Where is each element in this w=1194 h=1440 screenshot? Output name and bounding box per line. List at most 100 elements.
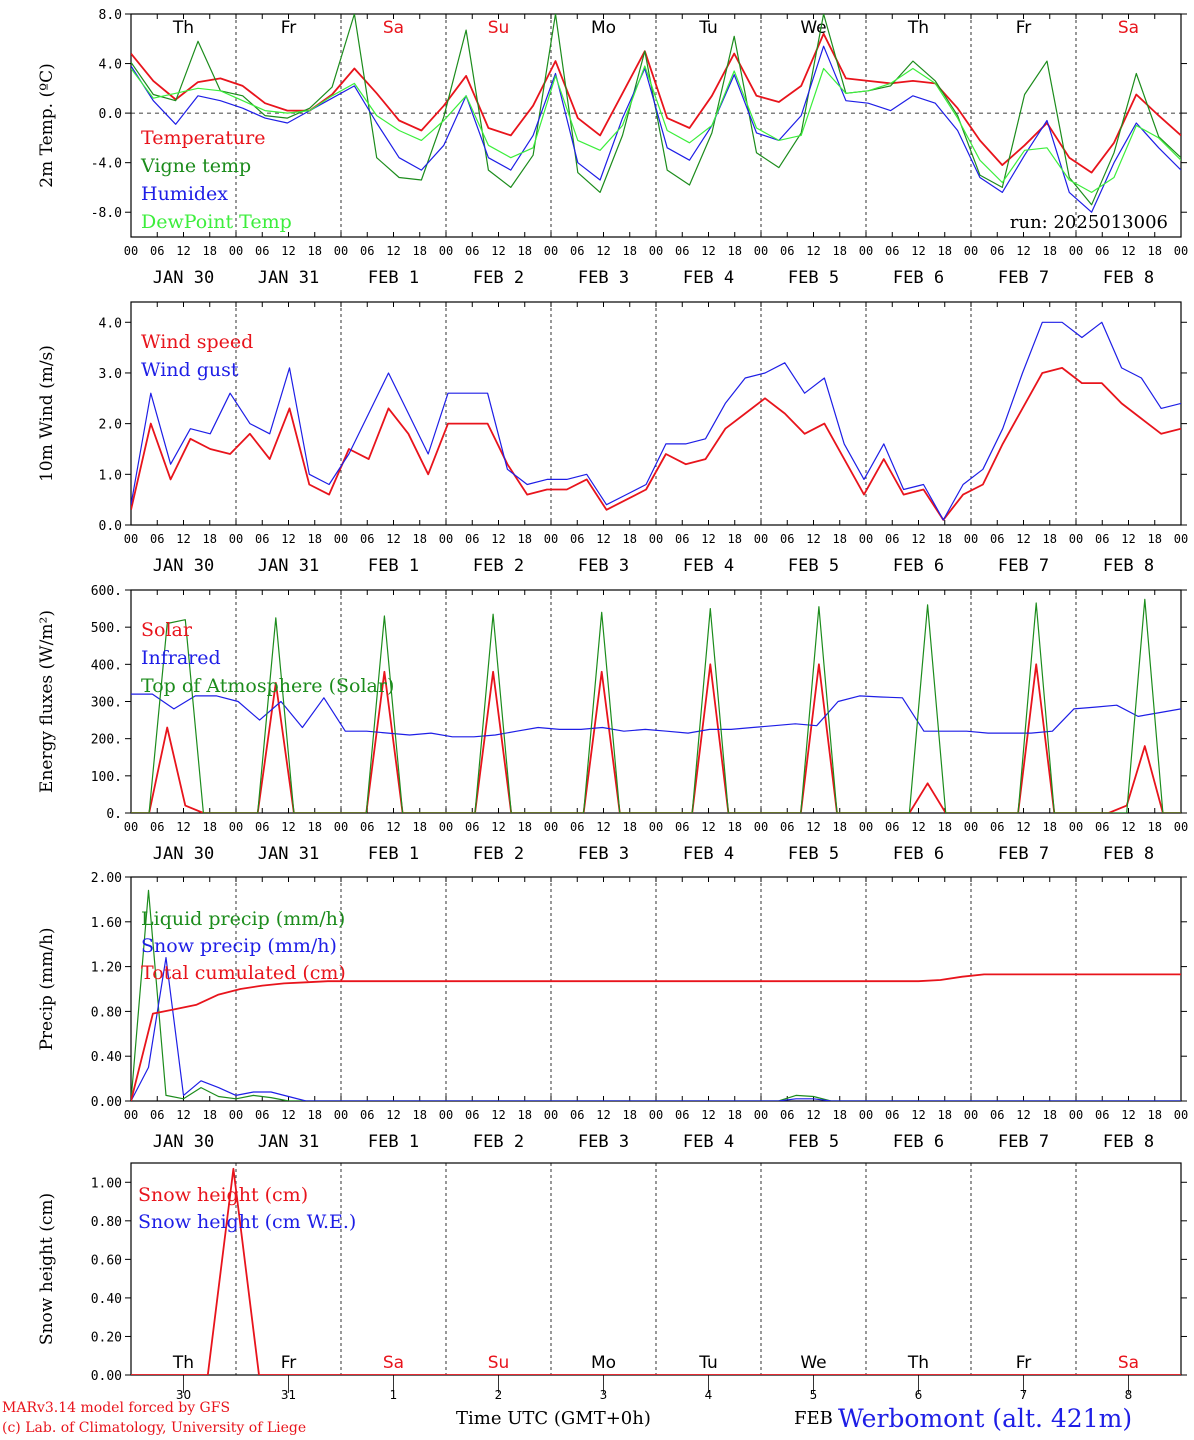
- date-label: FEB 5: [788, 844, 839, 864]
- hour-tick-label: 06: [360, 1108, 374, 1122]
- y-tick-label: 1.00: [91, 1176, 122, 1191]
- y-tick-label: 0.40: [91, 1050, 122, 1065]
- legend-entry: Vigne temp: [140, 155, 251, 177]
- hour-tick-label: 12: [1121, 532, 1135, 546]
- day-of-week-label: Sa: [383, 1353, 404, 1373]
- y-tick-label: 0.00: [91, 1095, 122, 1110]
- panel-2: 4.0 3.0 2.0 1.0 0.0 10m Wind (m/s) 00 06 12 18 00 0…: [37, 301, 1188, 576]
- hour-tick-label: 12: [1121, 820, 1135, 834]
- hour-tick-label: 00: [859, 1108, 873, 1122]
- day-of-week-label: Sa: [1118, 18, 1139, 38]
- hour-tick-label: 18: [623, 532, 637, 546]
- hour-tick-label: 00: [439, 244, 453, 258]
- date-label: FEB 6: [893, 556, 944, 576]
- y-axis-title: Precip (mm/h): [37, 927, 57, 1050]
- hour-tick-label: 06: [255, 244, 269, 258]
- legend-entry: DewPoint Temp: [141, 211, 292, 233]
- hour-tick-label: 12: [281, 820, 295, 834]
- date-label: FEB 5: [788, 556, 839, 576]
- day-of-week-label: Su: [488, 1353, 510, 1373]
- hour-tick-label: 18: [728, 820, 742, 834]
- hour-tick-label: 18: [938, 532, 952, 546]
- hour-tick-label: 18: [518, 1108, 532, 1122]
- hour-tick-label: 06: [1095, 820, 1109, 834]
- hour-tick-label: 18: [728, 532, 742, 546]
- date-label: FEB 3: [578, 556, 629, 576]
- legend-entry: Temperature: [141, 127, 265, 149]
- y-tick-label: 0.00: [91, 1369, 122, 1384]
- hour-tick-label: 18: [518, 532, 532, 546]
- panel-3: 600. 500. 400. 300. 200. 100. 0. Energy fluxes …: [37, 584, 1188, 864]
- hour-tick-label: 00: [649, 1108, 663, 1122]
- day-number: 8: [1125, 1388, 1133, 1402]
- hour-tick-label: 12: [386, 820, 400, 834]
- series-group: [131, 598, 1181, 813]
- hour-tick-label: 18: [938, 244, 952, 258]
- hour-tick-label: 00: [124, 820, 138, 834]
- y-tick-label: 1.20: [91, 961, 122, 976]
- y-tick-label: 4.0: [99, 316, 122, 331]
- day-number: 1: [390, 1388, 398, 1402]
- credit-line-2: (c) Lab. of Climatology, University of L…: [2, 1420, 306, 1436]
- hour-tick-label: 06: [465, 820, 479, 834]
- y-tick-label: 0.: [106, 807, 122, 822]
- hour-tick-label: 00: [964, 244, 978, 258]
- day-of-week-label: Th: [172, 1353, 194, 1373]
- legend-entry: Snow precip (mm/h): [141, 935, 337, 957]
- date-label: JAN 31: [258, 268, 319, 288]
- y-tick-label: 2.0: [99, 418, 122, 433]
- hour-tick-label: 12: [596, 244, 610, 258]
- x-axis-title: Time UTC (GMT+0h): [456, 1408, 651, 1429]
- hour-tick-label: 12: [386, 244, 400, 258]
- hour-tick-label: 00: [439, 820, 453, 834]
- hour-tick-label: 12: [701, 1108, 715, 1122]
- legend-entry: Snow height (cm): [138, 1184, 308, 1206]
- hour-tick-label: 12: [386, 532, 400, 546]
- hour-tick-label: 06: [1095, 244, 1109, 258]
- legend-entry: Top of Atmosphere (Solar): [141, 675, 394, 697]
- hour-tick-label: 06: [675, 532, 689, 546]
- panel-4: 2.00 1.60 1.20 0.80 0.40 0.00 Precip (mm/h) 00 0…: [37, 871, 1188, 1152]
- hour-tick-label: 00: [334, 820, 348, 834]
- hour-tick-label: 18: [1043, 820, 1057, 834]
- day-of-week-label: Mo: [591, 18, 616, 38]
- hour-tick-label: 18: [728, 244, 742, 258]
- hour-tick-label: 12: [176, 1108, 190, 1122]
- hour-tick-label: 06: [990, 244, 1004, 258]
- legend-entry: Humidex: [141, 183, 228, 205]
- hour-tick-label: 18: [203, 244, 217, 258]
- y-tick-label: 1.0: [99, 468, 122, 483]
- hour-tick-label: 12: [1016, 532, 1030, 546]
- series-line: [131, 973, 1181, 1101]
- hour-tick-label: 00: [1174, 244, 1188, 258]
- date-label: JAN 31: [258, 844, 319, 864]
- day-number: 30: [176, 1388, 191, 1402]
- hour-tick-label: 06: [255, 820, 269, 834]
- y-axis-title: 10m Wind (m/s): [37, 345, 57, 482]
- hour-tick-label: 00: [334, 244, 348, 258]
- date-label: FEB 7: [998, 556, 1049, 576]
- hour-tick-label: 18: [728, 1108, 742, 1122]
- hour-tick-label: 18: [1148, 532, 1162, 546]
- hour-tick-label: 12: [1016, 244, 1030, 258]
- hour-tick-label: 12: [176, 532, 190, 546]
- hour-tick-label: 00: [1069, 532, 1083, 546]
- hour-tick-label: 06: [780, 244, 794, 258]
- date-label: FEB 3: [578, 268, 629, 288]
- chart-panels: 8.04.00.0-4.0-8.02m Temp. (ºC)00 06 12 18 00…: [37, 8, 1188, 1402]
- series-line: [131, 321, 1181, 521]
- hour-tick-label: 12: [281, 1108, 295, 1122]
- hour-tick-label: 18: [413, 1108, 427, 1122]
- hour-tick-label: 06: [570, 532, 584, 546]
- hour-tick-label: 06: [570, 244, 584, 258]
- hour-tick-label: 12: [491, 532, 505, 546]
- hour-tick-label: 18: [308, 1108, 322, 1122]
- hour-tick-label: 00: [544, 1108, 558, 1122]
- hour-tick-label: 00: [1174, 820, 1188, 834]
- plot-frame: [130, 13, 1182, 238]
- date-label: FEB 5: [788, 1132, 839, 1152]
- hour-tick-label: 18: [938, 1108, 952, 1122]
- hour-tick-label: 18: [203, 532, 217, 546]
- hour-tick-label: 12: [911, 1108, 925, 1122]
- legend-entry: Wind gust: [141, 359, 239, 381]
